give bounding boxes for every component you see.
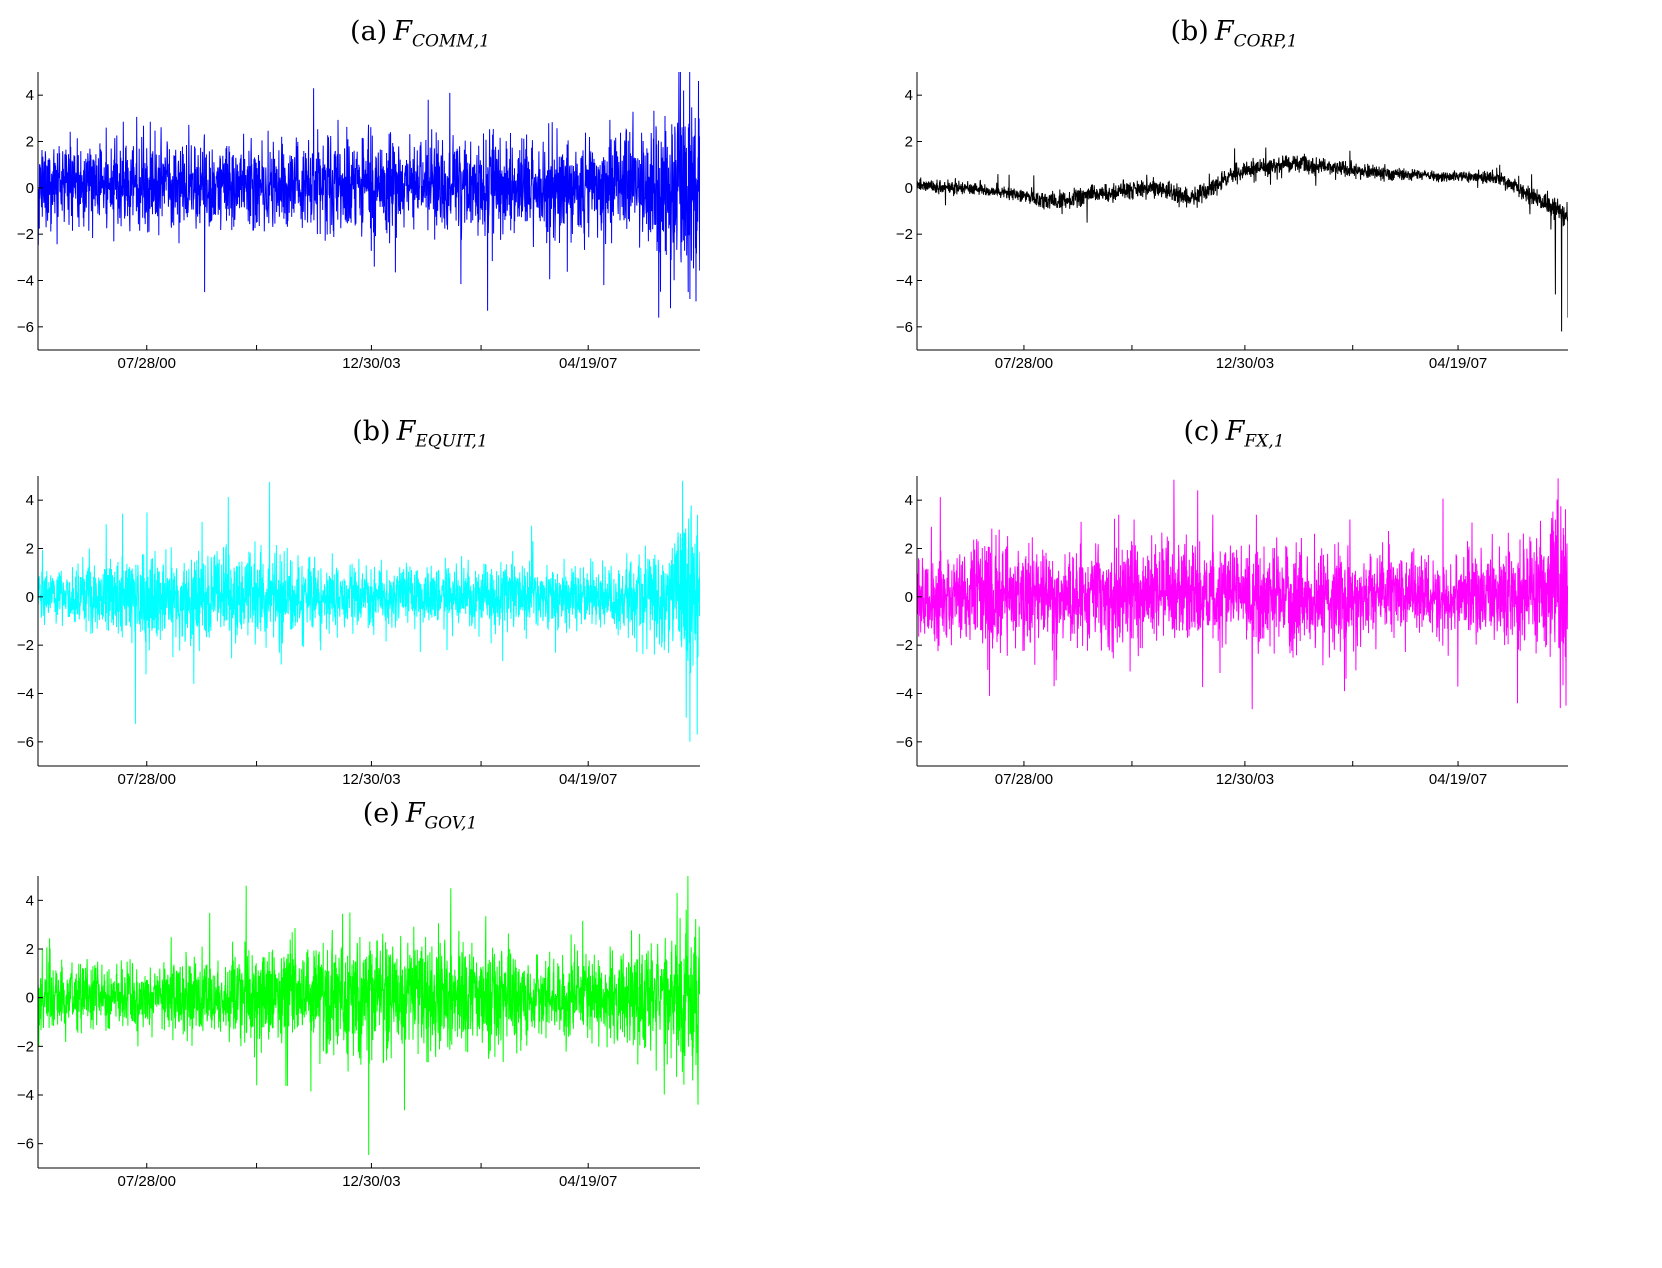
y-tick-label: 4 <box>26 87 34 104</box>
panel-title-subscript: FX,1 <box>1244 431 1285 452</box>
y-tick-label: 0 <box>26 180 34 197</box>
chart-panel: 4 2 0 −2 −4 −6 07/28/00 12/30/03 04/19/07 <box>896 72 1568 372</box>
series-line <box>917 147 1568 332</box>
y-tick-label: −6 <box>896 319 913 336</box>
y-tick-label: −4 <box>17 273 34 290</box>
x-tick-label: 12/30/03 <box>342 1173 400 1190</box>
panel-title-symbol: F <box>1214 16 1234 47</box>
chart-panel: 4 2 0 −2 −4 −6 07/28/00 12/30/03 04/19/07 <box>896 476 1568 788</box>
y-tick-label: −4 <box>896 273 913 290</box>
panel-title-symbol: F <box>1225 416 1245 447</box>
panel-title-subscript: CORP,1 <box>1233 31 1298 52</box>
panel-title-subscript: EQUIT,1 <box>415 431 488 452</box>
panel-title: (a) FCOMM,1 <box>260 12 580 52</box>
y-tick-label: 2 <box>26 941 34 958</box>
panel-title-symbol: F <box>393 16 412 47</box>
series-line <box>38 480 700 742</box>
y-tick-label: 2 <box>905 134 913 151</box>
panel-title-symbol: F <box>396 416 416 447</box>
series-line <box>38 72 700 318</box>
x-tick-label: 04/19/07 <box>1429 355 1487 372</box>
x-tick-label: 07/28/00 <box>995 355 1053 372</box>
x-tick-label: 04/19/07 <box>1429 771 1487 788</box>
y-tick-label: 2 <box>905 541 913 558</box>
y-tick-label: −6 <box>17 734 34 751</box>
y-tick-label: 0 <box>26 589 34 606</box>
x-tick-label: 07/28/00 <box>118 1173 176 1190</box>
x-tick-label: 12/30/03 <box>342 355 400 372</box>
chart-panel: 4 2 0 −2 −4 −6 07/28/00 12/30/03 04/19/07 <box>17 476 700 788</box>
y-tick-label: 4 <box>26 492 34 509</box>
y-tick-label: −2 <box>896 637 913 654</box>
y-tick-label: −2 <box>17 226 34 243</box>
panel-title: (b) FEQUIT,1 <box>260 412 580 452</box>
panel-title-subscript: GOV,1 <box>424 813 478 834</box>
x-tick-label: 12/30/03 <box>1216 771 1274 788</box>
panel-title-symbol: F <box>405 798 425 829</box>
chart-panel: 4 2 0 −2 −4 −6 07/28/00 12/30/03 04/19/07 <box>17 876 700 1190</box>
panel-title: (c) FFX,1 <box>1074 412 1394 452</box>
chart-panel: 4 2 0 −2 −4 −6 07/28/00 12/30/03 04/19/07 <box>17 72 700 372</box>
series-line <box>38 876 700 1156</box>
y-tick-label: −2 <box>896 226 913 243</box>
y-tick-label: −6 <box>17 319 34 336</box>
x-tick-label: 04/19/07 <box>559 771 617 788</box>
x-tick-label: 07/28/00 <box>995 771 1053 788</box>
panel-title-prefix: (c) <box>1183 416 1220 447</box>
series-line <box>917 478 1568 710</box>
y-tick-label: 0 <box>905 180 913 197</box>
y-tick-label: 0 <box>905 589 913 606</box>
panel-title: (e) FGOV,1 <box>260 794 580 834</box>
panel-title-prefix: (b) <box>1170 16 1209 47</box>
y-tick-label: 2 <box>26 134 34 151</box>
panel-title: (b) FCORP,1 <box>1074 12 1394 52</box>
x-tick-label: 04/19/07 <box>559 1173 617 1190</box>
y-tick-label: 4 <box>905 492 913 509</box>
y-tick-label: 2 <box>26 541 34 558</box>
y-tick-label: −6 <box>896 734 913 751</box>
x-tick-label: 07/28/00 <box>118 355 176 372</box>
panel-title-prefix: (e) <box>362 798 400 829</box>
panel-title-prefix: (b) <box>352 416 391 447</box>
y-tick-label: −2 <box>17 637 34 654</box>
y-tick-label: −2 <box>17 1038 34 1055</box>
y-tick-label: −4 <box>17 686 34 703</box>
panel-title-prefix: (a) <box>350 16 388 47</box>
y-tick-label: −4 <box>17 1087 34 1104</box>
panel-title-subscript: COMM,1 <box>411 31 490 52</box>
x-tick-label: 12/30/03 <box>342 771 400 788</box>
y-tick-label: 0 <box>26 990 34 1007</box>
x-tick-label: 07/28/00 <box>118 771 176 788</box>
y-tick-label: −6 <box>17 1136 34 1153</box>
x-tick-label: 12/30/03 <box>1216 355 1274 372</box>
y-tick-label: −4 <box>896 686 913 703</box>
y-tick-label: 4 <box>26 892 34 909</box>
x-tick-label: 04/19/07 <box>559 355 617 372</box>
y-tick-label: 4 <box>905 87 913 104</box>
